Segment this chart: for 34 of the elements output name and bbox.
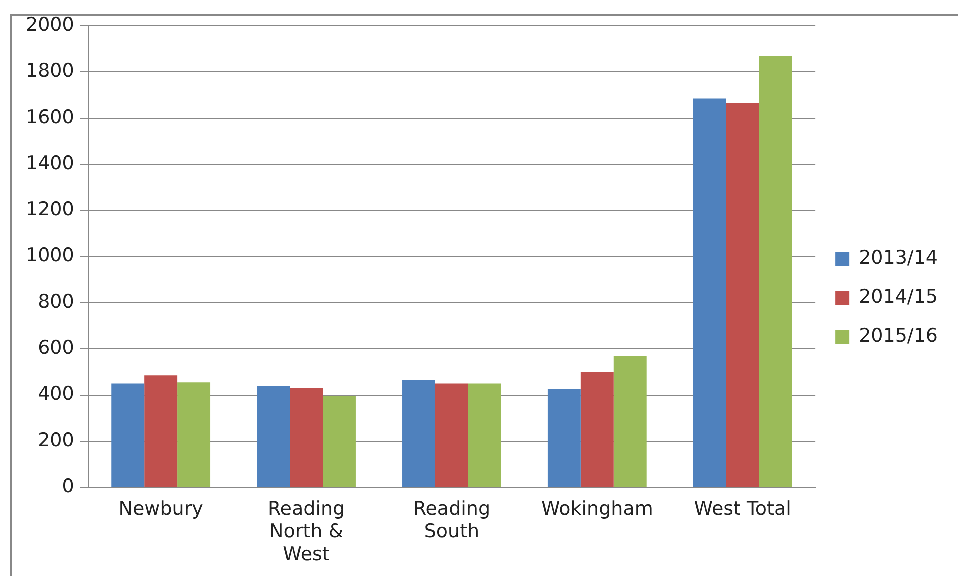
legend-label: 2013/14 [859, 246, 938, 269]
y-tick-label: 1800 [26, 60, 74, 82]
y-tick-label: 1400 [26, 152, 74, 174]
y-tick-label: 1600 [26, 106, 74, 128]
bar [290, 388, 323, 488]
y-tick-label: 400 [38, 383, 74, 406]
bar [112, 384, 145, 488]
bar [726, 103, 760, 488]
x-tick-label: Newbury [118, 498, 204, 520]
bar [614, 356, 647, 488]
legend-label: 2015/16 [859, 324, 938, 347]
bar [323, 396, 356, 488]
bar [759, 56, 792, 488]
x-tick-label: Reading North & West [268, 498, 346, 566]
y-tick-label: 2000 [26, 14, 74, 36]
x-tick-label: Wokingham [541, 498, 654, 520]
x-tick-label: West Total [694, 498, 792, 520]
y-tick-label: 0 [62, 476, 74, 498]
x-tick-label: Reading South [413, 498, 491, 543]
y-tick-label: 1000 [26, 244, 74, 267]
bar [402, 380, 436, 488]
y-tick-label: 800 [38, 290, 74, 313]
y-tick-label: 600 [38, 337, 74, 360]
bar [257, 386, 290, 488]
legend-label: 2014/15 [859, 286, 938, 308]
y-tick-label: 200 [38, 429, 74, 452]
bar [144, 376, 178, 488]
bar [468, 384, 502, 488]
bar [178, 382, 211, 488]
bar [548, 390, 581, 488]
bar [435, 384, 468, 488]
bar [580, 372, 614, 488]
y-tick-label: 1200 [26, 198, 74, 221]
bar [693, 98, 726, 488]
